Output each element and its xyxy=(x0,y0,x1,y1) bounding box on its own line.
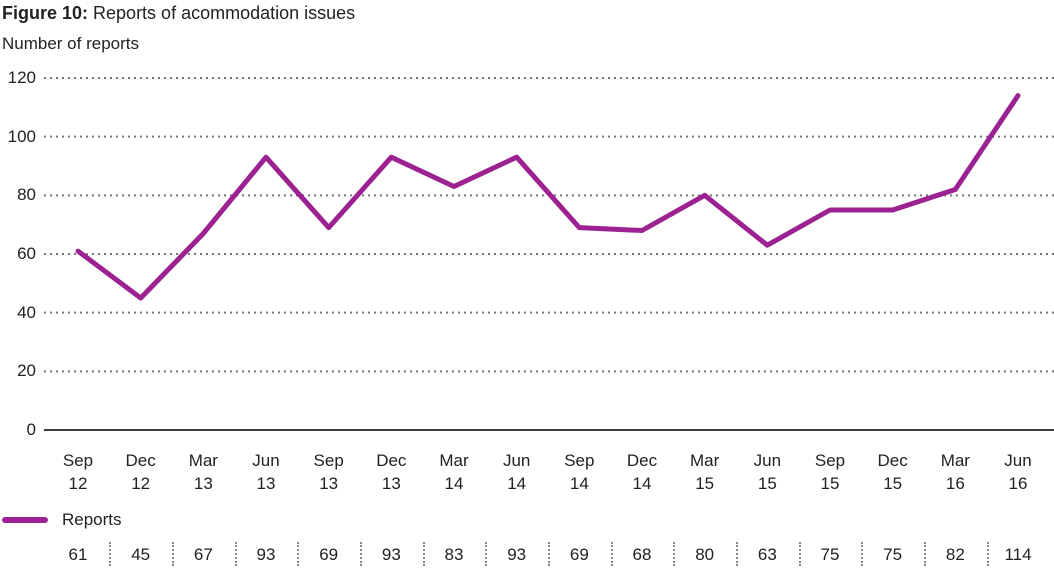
x-tick-year: 16 xyxy=(945,474,965,493)
x-tick-label-sep-13: Sep 13 xyxy=(298,449,360,495)
x-tick-label-mar-13: Mar 13 xyxy=(172,449,234,495)
value-separator xyxy=(861,542,864,566)
figure-caption: Reports of acommodation issues xyxy=(93,3,356,23)
x-tick-year: 12 xyxy=(68,474,88,493)
value-separator xyxy=(485,542,488,566)
data-value-sep-15: 75 xyxy=(820,545,840,564)
y-tick-label-60: 60 xyxy=(17,244,36,263)
x-tick-month: Dec xyxy=(376,451,407,470)
x-tick-label-sep-14: Sep 14 xyxy=(548,449,610,495)
x-tick-label-sep-15: Sep 15 xyxy=(799,449,861,495)
x-tick-label-dec-15: Dec 15 xyxy=(862,449,924,495)
value-separator xyxy=(234,542,237,566)
x-tick-month: Jun xyxy=(753,451,782,470)
x-tick-month: Sep xyxy=(62,451,94,470)
y-tick-label-120: 120 xyxy=(7,68,36,87)
x-tick-year: 16 xyxy=(1008,474,1028,493)
x-tick-year: 13 xyxy=(381,474,401,493)
y-tick-label-80: 80 xyxy=(17,185,36,205)
x-tick-label-jun-14: Jun 14 xyxy=(486,449,548,495)
x-tick-month: Sep xyxy=(564,451,595,470)
x-tick-label-mar-16: Mar 16 xyxy=(924,449,986,495)
legend-label: Reports xyxy=(62,510,122,529)
x-tick-month: Mar xyxy=(188,451,218,470)
x-tick-year: 12 xyxy=(131,474,151,493)
x-tick-month: Jun xyxy=(252,451,280,470)
value-separator xyxy=(297,542,300,566)
y-tick-label-20: 20 xyxy=(17,361,36,381)
gridlines xyxy=(44,77,1054,373)
x-tick-year: 15 xyxy=(695,474,715,493)
x-tick-label-dec-13: Dec 13 xyxy=(360,449,422,495)
y-tick-label-100: 100 xyxy=(7,126,36,146)
data-value-dec-13: 93 xyxy=(381,545,401,564)
value-separator xyxy=(736,542,738,566)
x-tick-label-mar-14: Mar 14 xyxy=(423,449,485,495)
x-tick-year: 14 xyxy=(507,474,527,493)
data-value-mar-16: 82 xyxy=(945,545,965,564)
data-value-jun-14: 93 xyxy=(507,545,527,564)
y-tick-label-40: 40 xyxy=(17,302,36,322)
legend-line-swatch xyxy=(2,517,48,523)
data-value-jun-13: 93 xyxy=(256,545,276,564)
data-value-dec-14: 68 xyxy=(632,545,652,564)
x-tick-month: Mar xyxy=(940,451,970,470)
x-tick-year: 15 xyxy=(883,474,903,493)
value-separator xyxy=(673,542,676,566)
x-tick-label-dec-14: Dec 14 xyxy=(611,449,673,495)
data-value-mar-14: 83 xyxy=(444,545,464,564)
x-tick-month: Dec xyxy=(626,451,658,470)
x-tick-month: Dec xyxy=(877,451,908,470)
x-tick-month: Dec xyxy=(125,451,156,470)
data-value-sep-14: 69 xyxy=(569,545,589,564)
x-tick-month: Sep xyxy=(814,451,846,470)
figure-number: Figure 10: xyxy=(2,3,89,23)
data-value-jun-15: 63 xyxy=(757,545,777,564)
x-tick-year: 14 xyxy=(444,474,464,493)
y-axis-title: Number of reports xyxy=(2,34,139,53)
value-separator xyxy=(172,542,174,566)
x-tick-month: Mar xyxy=(439,451,469,470)
y-tick-label-0: 0 xyxy=(26,420,36,439)
x-tick-month: Mar xyxy=(690,451,720,470)
reports-line xyxy=(75,93,1021,301)
x-tick-year: 15 xyxy=(757,474,777,493)
x-tick-year: 13 xyxy=(193,474,213,493)
x-tick-year: 15 xyxy=(820,474,840,493)
x-tick-year: 13 xyxy=(256,474,276,493)
x-tick-label-mar-15: Mar 15 xyxy=(674,449,736,495)
legend: Reports xyxy=(2,508,122,532)
x-tick-year: 14 xyxy=(569,474,589,493)
value-separator xyxy=(360,542,362,566)
data-value-sep-13: 69 xyxy=(319,545,339,564)
data-value-sep-12: 61 xyxy=(68,545,88,564)
data-value-mar-15: 80 xyxy=(695,545,715,564)
x-tick-year: 14 xyxy=(632,474,652,493)
value-separator xyxy=(422,542,425,566)
data-value-dec-12: 45 xyxy=(131,545,151,564)
data-value-jun-16: 114 xyxy=(1004,545,1032,564)
x-tick-label-jun-15: Jun 15 xyxy=(736,449,798,495)
value-separator xyxy=(798,542,801,566)
value-separator xyxy=(548,542,550,566)
x-tick-month: Jun xyxy=(502,451,531,470)
x-tick-year: 13 xyxy=(319,474,339,493)
x-tick-label-sep-12: Sep 12 xyxy=(47,449,109,495)
x-tick-label-jun-16: Jun 16 xyxy=(987,449,1049,495)
value-separator xyxy=(986,542,989,566)
x-tick-month: Sep xyxy=(313,451,344,470)
value-separator xyxy=(109,542,112,566)
figure-title: Figure 10: Reports of acommodation issues xyxy=(2,2,355,24)
x-tick-label-dec-12: Dec 12 xyxy=(110,449,172,495)
value-separator xyxy=(924,542,926,566)
x-tick-month: Jun xyxy=(1004,451,1032,470)
data-value-mar-13: 67 xyxy=(193,545,213,564)
x-tick-label-jun-13: Jun 13 xyxy=(235,449,297,495)
value-separator xyxy=(610,542,613,566)
data-value-dec-15: 75 xyxy=(883,545,903,564)
